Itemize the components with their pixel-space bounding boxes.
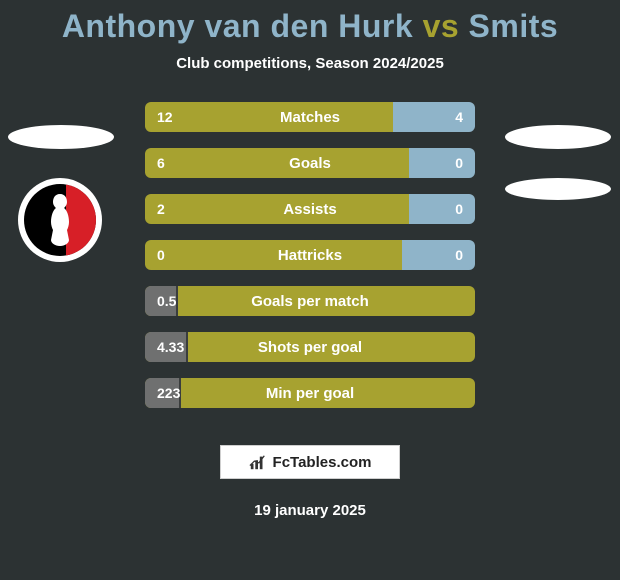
date-label: 19 january 2025 (0, 502, 620, 519)
player2-name: Smits (469, 8, 559, 44)
page-title: Anthony van den Hurk vs Smits (0, 0, 620, 45)
player1-club-crest (18, 178, 102, 262)
player2-club-placeholder (505, 178, 611, 200)
chart-icon (249, 453, 267, 471)
crest-inner (24, 184, 96, 256)
stat-row: Goals per match0.5 (145, 286, 475, 316)
stat-bar-left (145, 240, 402, 270)
stat-bar-right (402, 240, 475, 270)
stat-row: Shots per goal4.33 (145, 332, 475, 362)
stat-bar-right (409, 194, 475, 224)
player1-badge-placeholder (8, 125, 114, 149)
stat-label: Shots per goal (145, 332, 475, 362)
stat-row: Min per goal223 (145, 378, 475, 408)
footer-brand-text: FcTables.com (273, 454, 372, 471)
subtitle: Club competitions, Season 2024/2025 (0, 55, 620, 72)
stat-bar-left (145, 148, 409, 178)
player2-badge-placeholder (505, 125, 611, 149)
stat-bar-fill (145, 378, 181, 408)
player1-name: Anthony van den Hurk (62, 8, 413, 44)
stat-row: Matches124 (145, 102, 475, 132)
stat-label: Goals per match (145, 286, 475, 316)
stat-bar-right (393, 102, 476, 132)
stat-row: Hattricks00 (145, 240, 475, 270)
stat-bar-left (145, 102, 393, 132)
crest-silhouette-icon (45, 192, 75, 248)
stat-bar-right (409, 148, 475, 178)
stat-bar-fill (145, 286, 178, 316)
stat-bar-left (145, 194, 409, 224)
stat-row: Assists20 (145, 194, 475, 224)
stat-label: Min per goal (145, 378, 475, 408)
vs-label: vs (423, 8, 460, 44)
stat-bar-fill (145, 332, 188, 362)
footer-brand: FcTables.com (220, 445, 400, 479)
stat-row: Goals60 (145, 148, 475, 178)
